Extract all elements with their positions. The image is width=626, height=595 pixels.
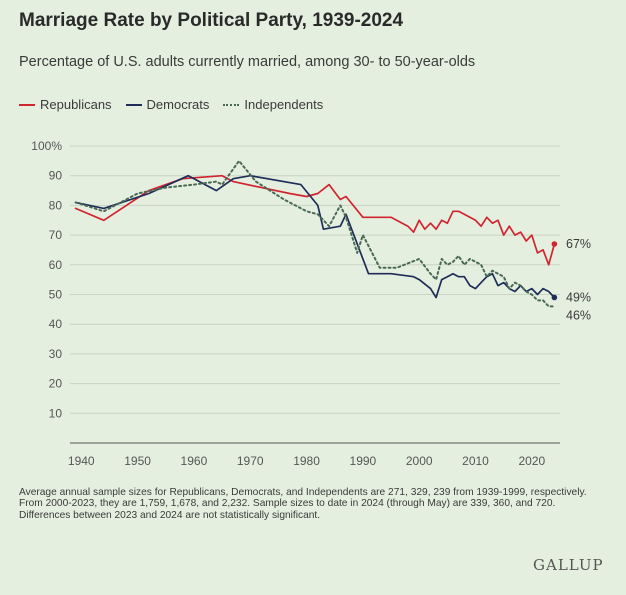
- series-line-independents: [74, 159, 556, 308]
- x-tick-label-1960: 1960: [181, 454, 208, 468]
- end-label-independents: 46%: [566, 308, 591, 322]
- y-tick-label-40: 40: [49, 317, 63, 331]
- legend-label-democrats: Democrats: [146, 97, 210, 112]
- end-label-democrats: 49%: [566, 290, 591, 304]
- x-tick-label-2010: 2010: [462, 454, 489, 468]
- x-tick-label-1940: 1940: [68, 454, 95, 468]
- legend-item-independents: Independents: [223, 97, 323, 112]
- x-tick-label-1950: 1950: [124, 454, 151, 468]
- x-tick-label-1980: 1980: [293, 454, 320, 468]
- legend-item-democrats: Democrats: [125, 97, 210, 112]
- gallup-logo: GALLUP: [533, 556, 604, 574]
- line-chart: 10 20 30 40 50 60 70 80 90 100% 1940 1950 1960 1970 19…: [31, 139, 591, 468]
- end-label-republicans: 67%: [566, 237, 591, 251]
- chart-subtitle: Percentage of U.S. adults currently marr…: [19, 54, 476, 70]
- y-tick-label-30: 30: [49, 347, 63, 361]
- legend-label-republicans: Republicans: [40, 97, 112, 112]
- series-endpoint-democrats: [551, 294, 558, 301]
- footnote: Average annual sample sizes for Republic…: [19, 487, 587, 521]
- legend: Republicans Democrats Independents: [19, 97, 323, 112]
- y-tick-label-90: 90: [49, 169, 63, 183]
- y-tick-label-20: 20: [49, 377, 63, 391]
- legend-item-republicans: Republicans: [19, 97, 112, 112]
- y-tick-label-10: 10: [49, 406, 63, 420]
- y-tick-label-80: 80: [49, 198, 63, 212]
- y-tick-label-50: 50: [49, 288, 63, 302]
- y-tick-label-70: 70: [49, 228, 63, 242]
- legend-label-independents: Independents: [244, 97, 324, 112]
- legend-swatch-democrats: [125, 103, 142, 106]
- x-tick-label-1990: 1990: [350, 454, 377, 468]
- chart-title: Marriage Rate by Political Party, 1939-2…: [19, 10, 404, 31]
- legend-swatch-independents: [223, 103, 240, 106]
- x-tick-label-1970: 1970: [237, 454, 264, 468]
- series-line-republicans: [74, 174, 556, 266]
- series-line-democrats: [74, 174, 556, 299]
- y-tick-label-100: 100%: [31, 139, 62, 153]
- legend-swatch-republicans: [19, 103, 35, 106]
- series-endpoint-republicans: [551, 241, 558, 247]
- y-tick-label-60: 60: [49, 258, 63, 272]
- x-tick-label-2000: 2000: [406, 454, 433, 468]
- x-tick-label-2020: 2020: [518, 454, 545, 468]
